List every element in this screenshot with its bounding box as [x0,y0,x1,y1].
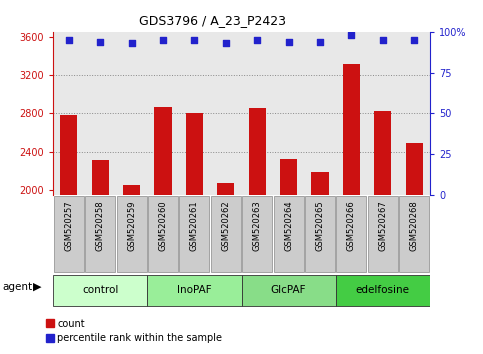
FancyBboxPatch shape [54,196,84,272]
Text: GSM520265: GSM520265 [315,200,325,251]
FancyBboxPatch shape [242,275,336,306]
Bar [374,112,391,354]
Text: GSM520264: GSM520264 [284,200,293,251]
Bar [280,159,297,354]
Bar [406,143,423,354]
Bar [60,115,77,354]
Text: ▶: ▶ [33,282,42,292]
FancyBboxPatch shape [242,196,272,272]
Text: GSM520260: GSM520260 [158,200,168,251]
Point [65,37,73,43]
FancyBboxPatch shape [305,196,335,272]
Text: InoPAF: InoPAF [177,285,212,295]
Text: GSM520268: GSM520268 [410,200,419,251]
Text: GSM520267: GSM520267 [378,200,387,251]
Text: GDS3796 / A_23_P2423: GDS3796 / A_23_P2423 [139,14,286,27]
FancyBboxPatch shape [211,196,241,272]
Point [285,39,293,45]
Text: GSM520261: GSM520261 [190,200,199,251]
Point [191,37,199,43]
Legend: count, percentile rank within the sample: count, percentile rank within the sample [42,315,227,347]
Text: edelfosine: edelfosine [356,285,410,295]
Bar [249,108,266,354]
FancyBboxPatch shape [368,196,398,272]
FancyBboxPatch shape [53,275,147,306]
FancyBboxPatch shape [399,196,429,272]
Point [253,37,261,43]
Point [379,37,387,43]
Bar [217,183,234,354]
FancyBboxPatch shape [148,196,178,272]
Point [348,32,355,38]
Point [411,37,418,43]
Bar [343,64,360,354]
Text: GSM520262: GSM520262 [221,200,230,251]
FancyBboxPatch shape [336,196,367,272]
Bar [312,172,328,354]
FancyBboxPatch shape [116,196,147,272]
Bar [186,113,203,354]
Point [316,39,324,45]
Text: GSM520258: GSM520258 [96,200,105,251]
Bar [155,107,171,354]
Text: control: control [82,285,118,295]
FancyBboxPatch shape [85,196,115,272]
Bar [123,185,140,354]
FancyBboxPatch shape [179,196,210,272]
Point [159,37,167,43]
Text: GSM520257: GSM520257 [64,200,73,251]
Point [222,40,230,46]
Text: GSM520266: GSM520266 [347,200,356,251]
FancyBboxPatch shape [336,275,430,306]
Point [128,40,135,46]
Bar [92,160,109,354]
FancyBboxPatch shape [147,275,242,306]
FancyBboxPatch shape [273,196,304,272]
Text: agent: agent [2,282,32,292]
Text: GSM520263: GSM520263 [253,200,262,251]
Text: GlcPAF: GlcPAF [271,285,306,295]
Point [97,39,104,45]
Text: GSM520259: GSM520259 [127,200,136,251]
